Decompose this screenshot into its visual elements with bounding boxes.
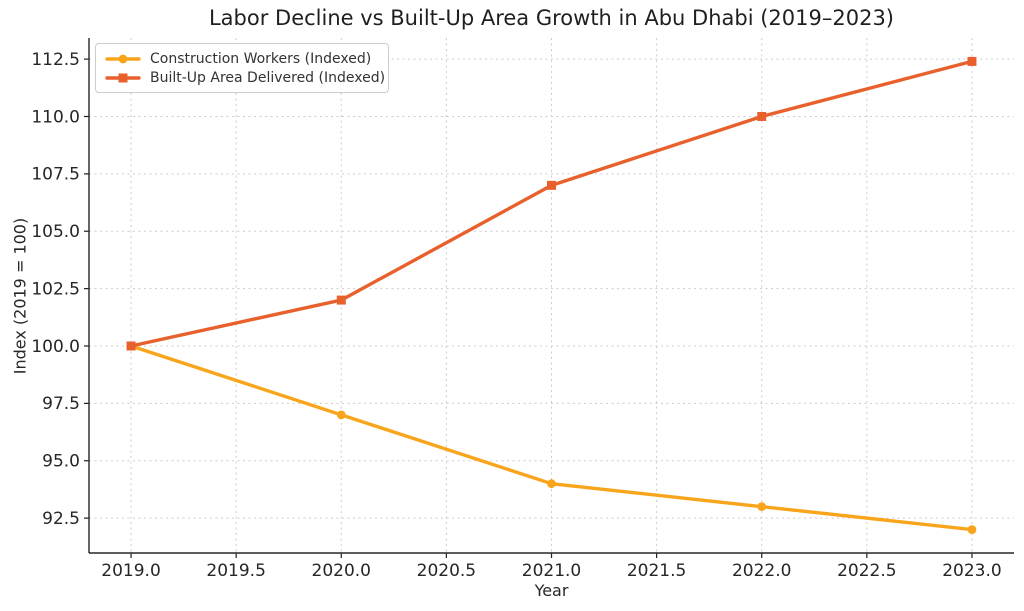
data-point-square-built-up-area-delivered-indexed — [336, 295, 346, 305]
x-tick-label: 2021.5 — [627, 561, 686, 581]
data-point-circle-construction-workers-indexed — [547, 479, 556, 489]
y-tick-label: 107.5 — [31, 165, 80, 185]
x-tick-label: 2022.0 — [732, 561, 791, 581]
x-tick-label: 2020.0 — [312, 561, 371, 581]
legend-swatch-circle-icon — [105, 54, 141, 63]
x-tick-label: 2019.5 — [206, 561, 265, 581]
x-tick-label: 2019.0 — [101, 561, 160, 581]
y-tick-label: 95.0 — [42, 452, 80, 472]
legend-swatch-square-icon — [105, 73, 141, 82]
x-tick-label: 2021.0 — [522, 561, 581, 581]
data-point-square-built-up-area-delivered-indexed — [126, 341, 136, 351]
y-tick-label: 97.5 — [42, 394, 80, 414]
x-tick-label: 2020.5 — [417, 561, 476, 581]
chart-title: Labor Decline vs Built-Up Area Growth in… — [208, 6, 895, 30]
legend-label: Construction Workers (Indexed) — [150, 50, 372, 67]
x-tick-label: 2022.5 — [837, 561, 896, 581]
x-tick-label: 2023.0 — [942, 561, 1001, 581]
legend: Construction Workers (Indexed) Built-Up A… — [95, 43, 389, 93]
legend-item: Built-Up Area Delivered (Indexed) — [105, 68, 385, 87]
data-point-circle-construction-workers-indexed — [336, 410, 346, 420]
x-axis-label: Year — [534, 581, 569, 600]
legend-item: Construction Workers (Indexed) — [105, 49, 380, 68]
data-point-circle-construction-workers-indexed — [967, 525, 977, 534]
data-point-square-built-up-area-delivered-indexed — [757, 111, 767, 121]
y-tick-label: 102.5 — [31, 279, 80, 299]
y-tick-label: 112.5 — [31, 50, 80, 70]
y-tick-label: 100.0 — [31, 337, 80, 357]
y-tick-label: 105.0 — [31, 222, 80, 242]
y-tick-label: 92.5 — [42, 509, 80, 529]
data-point-circle-construction-workers-indexed — [757, 502, 767, 512]
y-axis-label: Index (2019 = 100) — [10, 217, 30, 375]
y-tick-label: 110.0 — [31, 107, 80, 127]
legend-label: Built-Up Area Delivered (Indexed) — [150, 69, 386, 86]
data-point-square-built-up-area-delivered-indexed — [547, 180, 556, 190]
data-point-square-built-up-area-delivered-indexed — [967, 56, 977, 66]
